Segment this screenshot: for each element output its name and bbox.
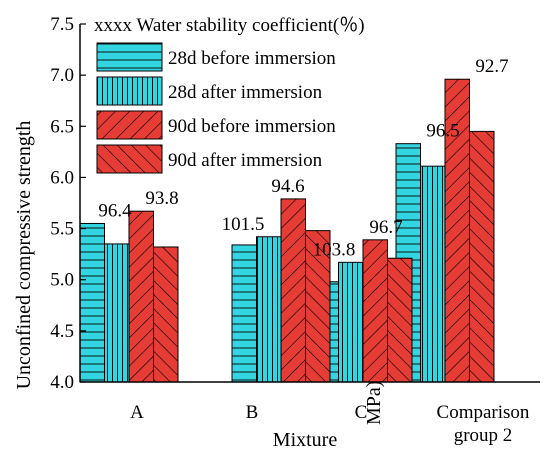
x-category-label: B [246, 402, 259, 423]
bar-vertical-0 [104, 243, 130, 383]
legend-item-label: 90d after immersion [168, 150, 323, 171]
legend-item-label: 90d before immersion [168, 116, 336, 137]
bar-vertical-3 [420, 165, 446, 383]
legend-item-label: 28d before immersion [168, 48, 336, 69]
y-tick-label: 6.5 [50, 116, 74, 137]
bar-vertical-1 [256, 236, 282, 383]
data-label: 93.8 [145, 188, 178, 209]
x-category-label: A [130, 402, 144, 423]
legend-title: xxxx Water stability coefficient(％) [94, 15, 365, 36]
x-category-label: group 2 [454, 425, 513, 446]
bar-diag-left-0 [153, 246, 179, 383]
y-tick-label: 7.0 [50, 65, 74, 86]
bar-diag-right-0 [128, 210, 154, 383]
y-axis-unit: MPa) [363, 381, 385, 425]
data-label: 103.8 [313, 239, 356, 260]
bar-diag-left-3 [469, 130, 495, 383]
bar-diag-right-3 [444, 78, 470, 383]
data-label: 96.7 [369, 217, 402, 238]
y-tick-label: 4.0 [50, 372, 74, 393]
bar-horizontal-0 [79, 222, 105, 383]
bar-diag-right-1 [280, 198, 306, 383]
x-category-label: C [355, 402, 368, 423]
y-tick-label: 5.5 [50, 219, 74, 240]
y-tick-label: 6.0 [50, 167, 74, 188]
data-label: 92.7 [475, 56, 508, 77]
x-axis-title: Mixture [273, 429, 338, 451]
y-tick-label: 5.0 [50, 270, 74, 291]
y-axis-title: Unconfined compressive strength [13, 121, 35, 390]
bar-diag-left-2 [387, 257, 413, 383]
data-label: 94.6 [271, 176, 304, 197]
legend-item-label: 28d after immersion [168, 82, 323, 103]
bar-horizontal-1 [231, 244, 257, 383]
x-category-label: Comparison [437, 402, 530, 423]
y-tick-label: 7.5 [50, 14, 74, 35]
bar-vertical-2 [338, 261, 364, 383]
legend-swatch [96, 42, 163, 72]
data-label: 96.4 [98, 200, 132, 221]
data-label: 101.5 [222, 214, 265, 235]
y-tick-label: 4.5 [50, 321, 74, 342]
bar-diag-left-1 [305, 230, 331, 383]
legend-swatch [96, 110, 163, 140]
bar-diag-right-2 [362, 239, 388, 383]
legend-swatch [96, 76, 163, 106]
legend-swatch [96, 144, 163, 174]
data-label: 96.5 [426, 121, 459, 142]
